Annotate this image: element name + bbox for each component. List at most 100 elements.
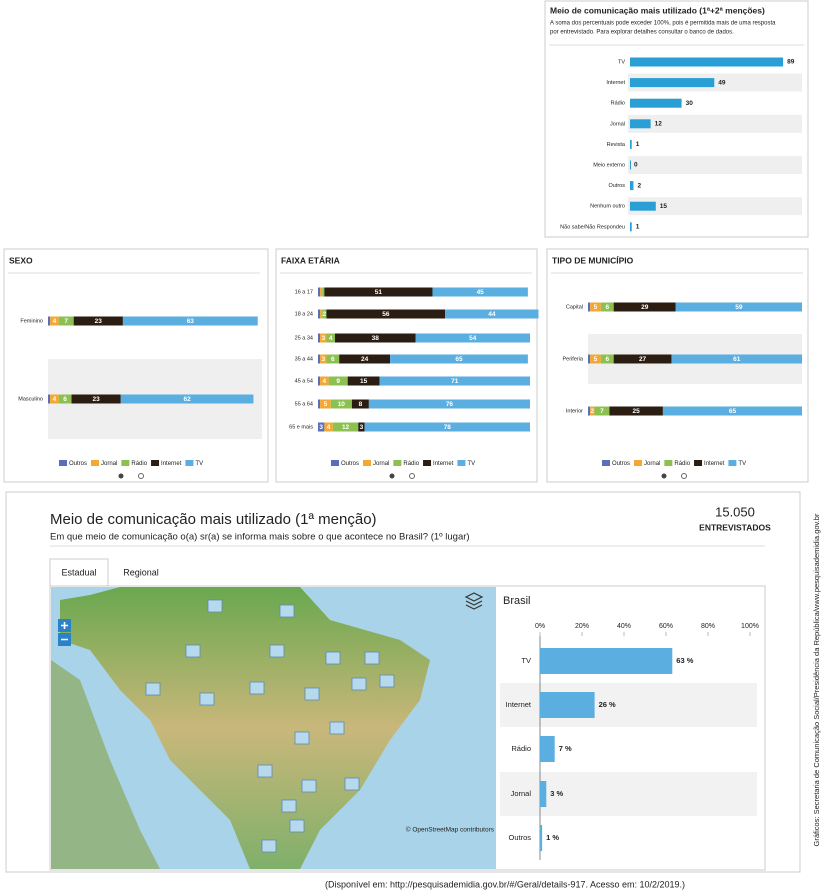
segment [326,333,335,343]
segment-label: 23 [95,318,103,325]
row-label: 35 a 44 [295,356,313,362]
segment [328,376,348,386]
legend-label: Jornal [644,461,660,467]
legend-label: Jornal [373,461,389,467]
segment [588,406,591,416]
segment-label: 6 [605,304,609,311]
segment-label: 6 [63,396,67,403]
legend-label: Rádio [131,461,147,467]
pager-dot [389,473,395,479]
row-label: Masculino [18,396,43,402]
segment [432,287,528,297]
segment-label: 61 [733,356,741,363]
bottom-title: Meio de comunicação mais utilizado (1ª m… [50,511,377,528]
segment-label: 63 [187,318,195,325]
panel-title: TIPO DE MUNICÍPIO [552,255,634,265]
value-label: 1 % [546,833,559,842]
bar [630,222,632,232]
panel-title: SEXO [9,255,33,265]
bar [540,825,543,851]
segment [368,399,530,409]
segment [71,394,121,404]
category-label: Rádio [611,101,625,107]
row-label: Capital [566,304,583,310]
segment-label: 25 [633,408,641,415]
pager-dot [118,473,124,479]
category-label: Outros [608,183,625,189]
segment [364,422,530,432]
segment [322,287,325,297]
row-label: 25 a 34 [295,335,313,341]
tab[interactable]: Regional [123,567,159,577]
segment [351,399,369,409]
legend-label: Outros [612,461,630,467]
segment [58,394,72,404]
segment-label: 5 [324,401,328,408]
legend-swatch [363,460,372,466]
segment [318,309,321,319]
segment-label: 51 [375,289,383,296]
value-label: 49 [718,79,726,86]
segment-label: 5 [594,304,598,311]
x-tick-label: 0% [535,623,545,630]
segment-label: 38 [372,335,380,342]
segment [662,406,802,416]
x-tick-label: 80% [701,623,715,630]
segment [48,394,51,404]
segment [320,333,327,343]
panel [275,248,538,483]
segment [120,394,254,404]
segment [330,399,352,409]
segment-label: 12 [342,424,350,431]
segment-label: 4 [53,318,57,325]
segment [326,309,446,319]
bar [630,119,651,129]
count: 15.050 [715,504,755,519]
category-label: Rádio [511,744,531,753]
segment-label: 65 [729,408,737,415]
segment-label: 8 [359,401,363,408]
segment [318,376,321,386]
bar [630,160,631,170]
segment [390,354,528,364]
footer: (Disponível em: http://pesquisademidia.g… [325,879,685,889]
layers-icon[interactable] [464,592,484,610]
segment [73,316,123,326]
zoom-icons [61,622,68,641]
segment [326,354,340,364]
row-band [628,156,802,174]
segment-label: 56 [382,311,390,318]
bar [540,781,547,807]
category-label: Não sabe/Não Respondeu [560,224,625,230]
legend-swatch [664,460,673,466]
category-label: Nenhum outro [590,204,625,210]
category-label: TV [618,59,625,65]
tab[interactable]: Estadual [61,567,96,577]
legend-swatch [457,460,466,466]
legend-label: Internet [161,461,182,467]
segment [347,376,380,386]
legend-label: Rádio [403,461,419,467]
map-land [51,660,160,869]
x-tick-label: 40% [617,623,631,630]
segment-label: 6 [331,356,335,363]
tab-active[interactable] [49,558,109,587]
value-label: 15 [660,203,668,210]
segment-label: 7 [600,408,604,415]
segment-label: 3 [321,335,325,342]
segment-label: 54 [469,335,477,342]
segment [318,287,321,297]
value-label: 89 [787,59,795,66]
legend-label: Outros [341,461,359,467]
segment-label: 27 [639,356,647,363]
legend-swatch [694,460,703,466]
bottom-subtitle: Em que meio de comunicação o(a) sr(a) se… [50,532,470,543]
segment-label: 76 [446,401,454,408]
segment [318,422,325,432]
segment [600,302,614,312]
value-label: 0 [634,162,638,169]
segment [600,354,614,364]
segment [58,316,74,326]
segment-label: 2 [590,408,594,415]
value-label: 7 % [559,744,572,753]
